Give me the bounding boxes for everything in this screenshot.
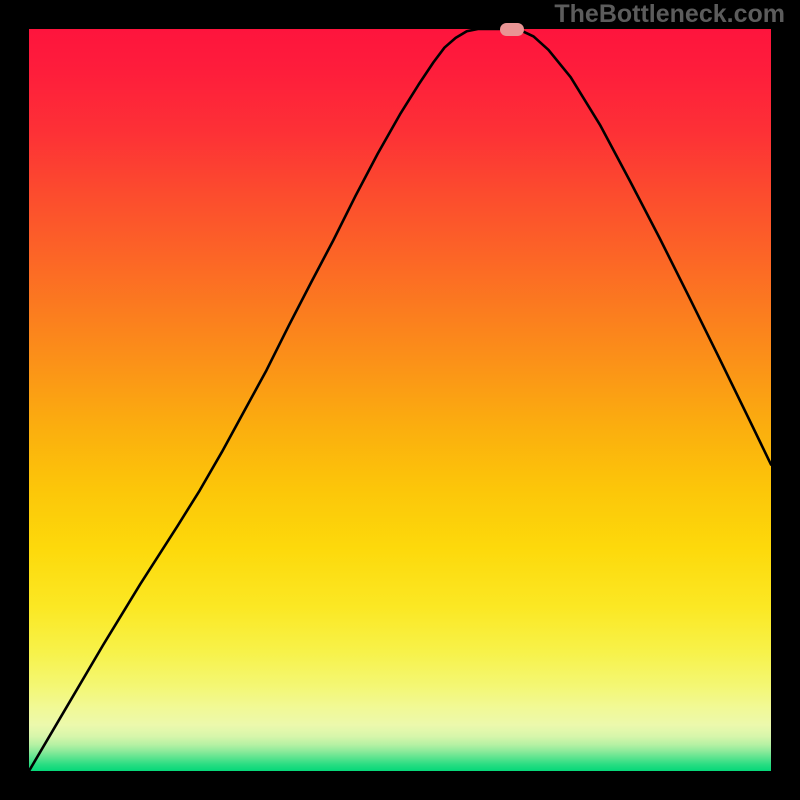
bottleneck-curve — [29, 29, 771, 771]
optimal-marker — [500, 23, 524, 36]
watermark-text: TheBottleneck.com — [554, 0, 785, 29]
plot-area — [29, 29, 771, 771]
